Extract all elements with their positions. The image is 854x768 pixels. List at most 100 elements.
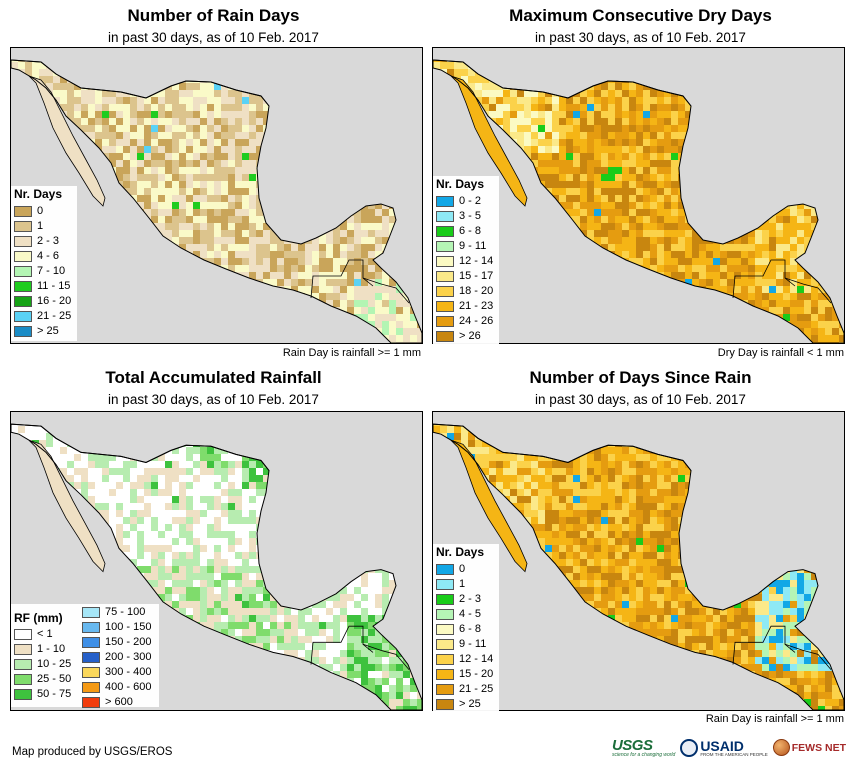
legend-swatch [14, 206, 32, 217]
baja-peninsula [28, 439, 106, 573]
legend-label: 15 - 20 [459, 668, 494, 680]
legend-label: > 25 [459, 698, 481, 710]
legend-item: 4 - 5 [433, 607, 499, 622]
legend-swatch [14, 326, 32, 337]
legend-swatch [436, 241, 454, 252]
legend-swatch [436, 609, 454, 620]
legend-swatch [436, 579, 454, 590]
legend-label: 12 - 14 [459, 255, 494, 267]
legend-item: 21 - 23 [433, 299, 499, 314]
honduras-border [784, 643, 832, 670]
legend-title: Nr. Days [14, 187, 63, 201]
map-credit: Map produced by USGS/EROS [12, 746, 173, 758]
since-rain-legend: Nr. Days 0 1 2 - 3 4 - 5 6 - 8 9 - 11 12 - 14 1… [433, 544, 499, 714]
legend-item: 400 - 600 [79, 680, 151, 695]
legend-item: > 26 [433, 329, 499, 344]
panel-subtitle: in past 30 days, as of 10 Feb. 2017 [108, 392, 319, 407]
rain-day-definition: Rain Day is rainfall >= 1 mm [705, 713, 844, 725]
fews-globe-icon [772, 739, 790, 756]
rain-day-definition: Rain Day is rainfall >= 1 mm [282, 347, 421, 359]
panel-title: Number of Rain Days [127, 6, 300, 25]
legend-swatch [436, 594, 454, 605]
legend-label: 100 - 150 [105, 621, 152, 633]
us-border [11, 423, 270, 471]
panel-dry-days: Maximum Consecutive Dry Days in past 30 … [427, 0, 854, 384]
dry-days-legend: Nr. Days 0 - 2 3 - 5 6 - 8 9 - 11 12 - 14 15 … [433, 176, 499, 346]
legend-item: > 25 [11, 324, 77, 339]
legend-swatch [436, 564, 454, 575]
fews-logo-text: FEWS NET [791, 741, 846, 754]
legend-item: 10 - 25 [11, 657, 71, 672]
honduras-border [362, 643, 410, 670]
rain-days-map-canvas [11, 59, 422, 343]
legend-item: 15 - 20 [433, 667, 499, 682]
baja-peninsula [450, 439, 528, 573]
legend-title: Nr. Days [436, 545, 485, 559]
panel-rainfall: Total Accumulated Rainfall in past 30 da… [0, 364, 427, 744]
legend-item: 0 [11, 204, 77, 219]
legend-swatch [436, 271, 454, 282]
legend-label: 24 - 26 [459, 315, 494, 327]
fews-net-logo: FEWS NET [772, 739, 846, 756]
legend-label: 4 - 5 [459, 608, 482, 620]
legend-swatch [14, 644, 32, 655]
legend-swatch [436, 301, 454, 312]
legend-swatch [436, 699, 454, 710]
usaid-logo: USAID FROM THE AMERICAN PEOPLE [680, 738, 768, 757]
dry-day-definition: Dry Day is rainfall < 1 mm [717, 347, 844, 359]
legend-swatch [82, 637, 100, 648]
legend-swatch [82, 652, 100, 663]
legend-swatch [436, 624, 454, 635]
legend-item: 300 - 400 [79, 665, 151, 680]
legend-item: 0 [433, 562, 499, 577]
legend-label: 11 - 15 [37, 280, 71, 292]
usaid-logo-text: USAID [700, 738, 744, 754]
panel-subtitle: in past 30 days, as of 10 Feb. 2017 [535, 30, 746, 45]
honduras-border [362, 277, 410, 304]
legend-item: 100 - 150 [79, 620, 151, 635]
rain-days-map [10, 47, 423, 344]
legend-label: 0 - 2 [459, 195, 482, 207]
legend-item: 1 [433, 577, 499, 592]
legend-label: 4 - 6 [37, 250, 60, 262]
panel-subtitle: in past 30 days, as of 10 Feb. 2017 [535, 392, 746, 407]
legend-swatch [14, 629, 32, 640]
legend-item: 24 - 26 [433, 314, 499, 329]
legend-item: 9 - 11 [433, 239, 499, 254]
legend-label: > 25 [37, 325, 59, 337]
legend-item: 1 - 10 [11, 642, 71, 657]
legend-label: 6 - 8 [459, 623, 482, 635]
legend-label: 16 - 20 [37, 295, 72, 307]
legend-item: 16 - 20 [11, 294, 77, 309]
baja-peninsula [450, 75, 528, 207]
legend-item: 0 - 2 [433, 194, 499, 209]
legend-label: 75 - 100 [105, 606, 146, 618]
legend-item: 12 - 14 [433, 652, 499, 667]
legend-item: 9 - 11 [433, 637, 499, 652]
legend-swatch [14, 689, 32, 700]
panel-title: Maximum Consecutive Dry Days [509, 6, 772, 25]
legend-swatch [82, 622, 100, 633]
legend-label: 200 - 300 [105, 651, 152, 663]
legend-swatch [14, 659, 32, 670]
usaid-seal-icon [680, 738, 699, 757]
legend-item: > 25 [433, 697, 499, 712]
legend-swatch [436, 331, 454, 342]
legend-item: 75 - 100 [79, 605, 151, 620]
legend-label: > 26 [459, 330, 481, 342]
rain-days-legend: Nr. Days 0 1 2 - 3 4 - 6 7 - 10 11 - 15 16 - 2… [11, 186, 77, 341]
legend-label: 15 - 17 [459, 270, 494, 282]
us-border [433, 423, 692, 471]
rainfall-map [10, 411, 423, 711]
legend-label: 6 - 8 [459, 225, 482, 237]
legend-swatch [82, 697, 100, 708]
legend-swatch [436, 196, 454, 207]
legend-item: 1 [11, 219, 77, 234]
legend-label: 2 - 3 [37, 235, 60, 247]
legend-item: 11 - 15 [11, 279, 77, 294]
legend-item: 15 - 17 [433, 269, 499, 284]
legend-swatch [436, 654, 454, 665]
legend-item: 50 - 75 [11, 687, 71, 702]
panel-title: Total Accumulated Rainfall [105, 368, 322, 387]
legend-label: 3 - 5 [459, 210, 482, 222]
